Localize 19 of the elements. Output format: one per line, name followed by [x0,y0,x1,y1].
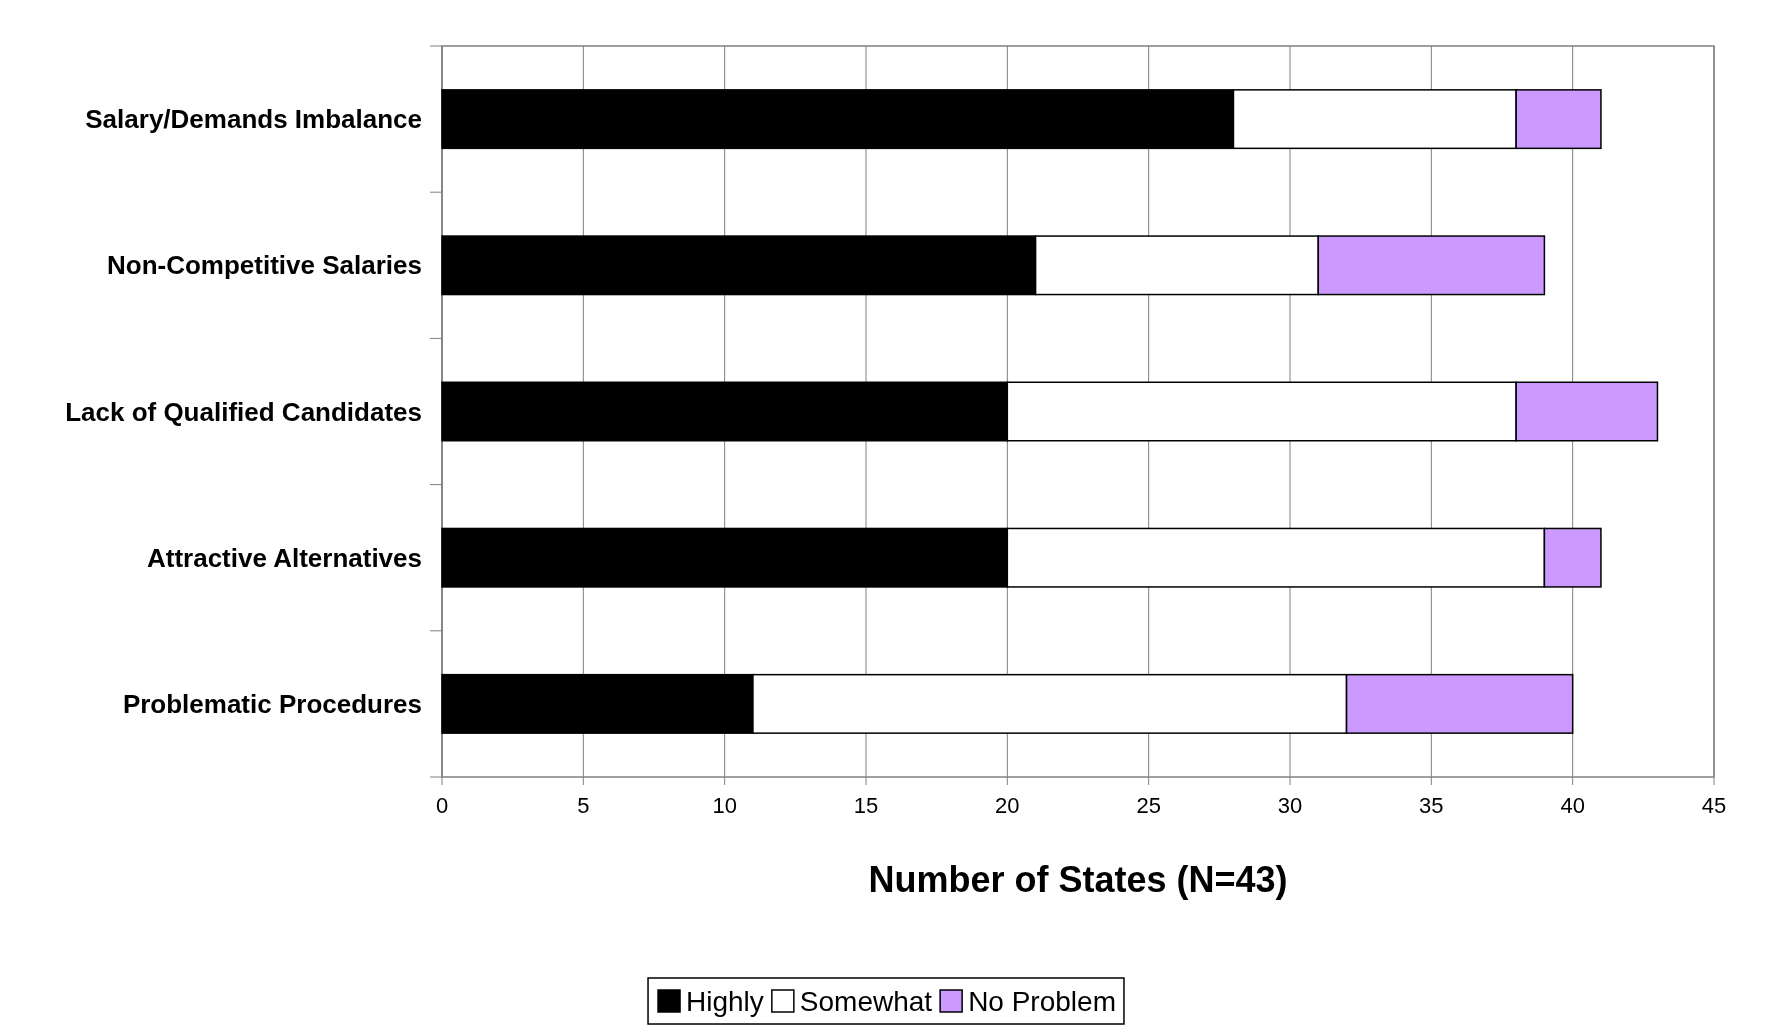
legend-label: Highly [686,986,764,1017]
x-tick-label: 15 [853,793,879,818]
x-tick-label: 40 [1560,793,1585,818]
x-tick-label: 5 [577,793,590,818]
x-tick-label: 35 [1419,793,1444,818]
x-axis-title: Number of States (N=43) [868,859,1288,900]
y-tick-label: Lack of Qualified Candidates [65,396,422,427]
x-tick-label: 10 [712,793,737,818]
y-tick-label: Attractive Alternatives [146,542,422,573]
x-tick-label: 0 [435,793,449,818]
x-tick-label: 30 [1277,793,1303,818]
y-tick-label: Problematic Procedures [122,688,422,719]
x-tick-label: 45 [1701,793,1727,818]
y-tick-label: Salary/Demands Imbalance [85,104,422,135]
x-tick-label: 20 [995,793,1020,818]
legend-label: Somewhat [799,986,933,1017]
y-tick-label: Non-Competitive Salaries [107,250,422,281]
legend-label: No Problem [968,986,1116,1017]
x-tick-label: 25 [1136,793,1161,818]
